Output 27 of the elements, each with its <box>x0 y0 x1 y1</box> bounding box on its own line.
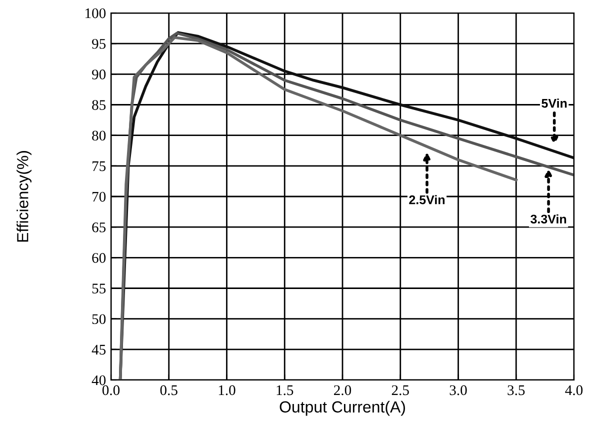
x-tick-label: 3.0 <box>450 385 467 396</box>
annotation: 3.3Vin <box>530 214 566 224</box>
annotation: 5Vin <box>542 98 567 108</box>
y-tick-label: 70 <box>92 192 106 202</box>
y-tick-label: 60 <box>92 253 106 263</box>
y-axis-title: Efficiency(%) <box>16 151 32 242</box>
annotation: 2.5Vin <box>409 195 445 204</box>
y-tick-label: 55 <box>92 284 106 294</box>
y-tick-label: 85 <box>92 100 106 110</box>
x-tick-label: 3.5 <box>508 385 525 396</box>
x-tick-label: 1.5 <box>276 385 294 396</box>
y-tick-label: 65 <box>92 222 106 232</box>
y-tick-label: 75 <box>92 161 106 172</box>
x-tick-label: 1.0 <box>218 385 236 396</box>
x-tick-label: 2.5 <box>392 385 409 396</box>
x-tick-label: 2.0 <box>334 385 352 396</box>
x-tick-label: 0.0 <box>102 385 120 396</box>
y-tick-label: 95 <box>92 38 106 49</box>
y-tick-label: 90 <box>92 70 106 80</box>
x-axis-title: Output Current(A) <box>280 400 405 416</box>
y-tick-label: 45 <box>92 344 106 355</box>
y-tick-label: 80 <box>92 130 106 141</box>
x-tick-label: 4.0 <box>565 385 583 396</box>
y-tick-label: 40 <box>92 375 106 386</box>
y-tick-label: 50 <box>92 314 106 324</box>
y-tick-label: 100 <box>86 8 106 18</box>
x-tick-label: 0.5 <box>160 385 178 396</box>
